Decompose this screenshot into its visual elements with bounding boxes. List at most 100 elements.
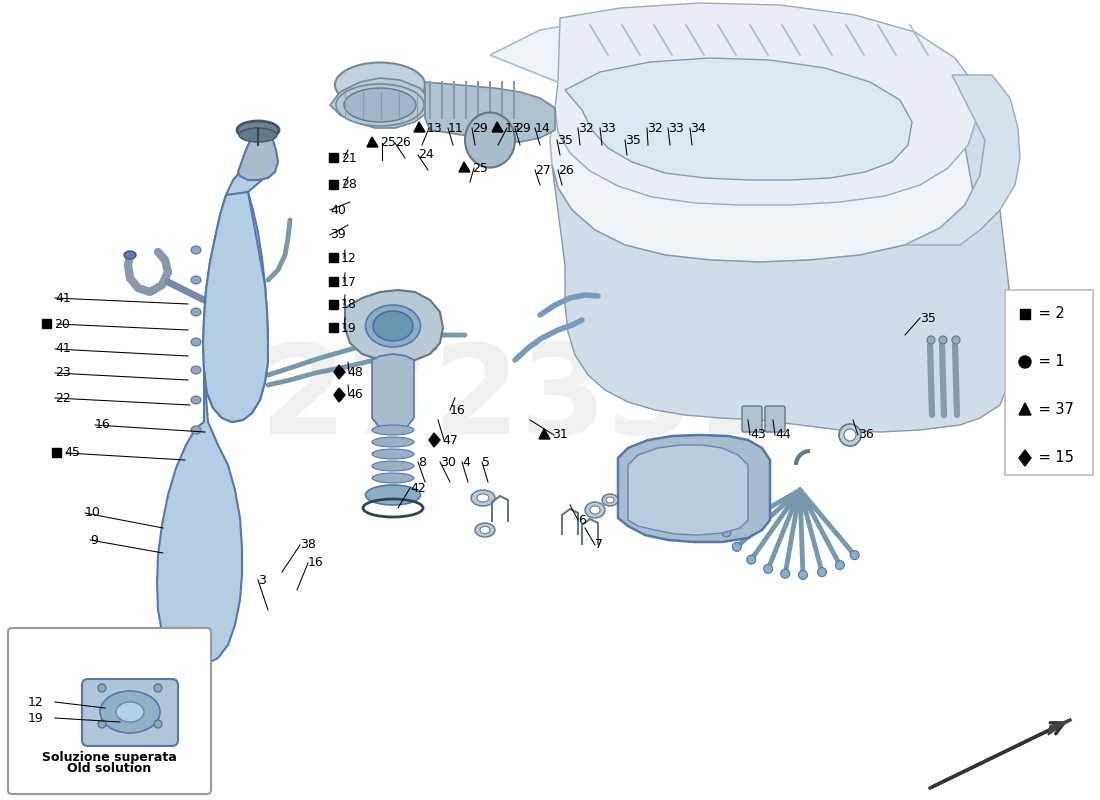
Polygon shape (345, 290, 443, 362)
Circle shape (939, 336, 947, 344)
Text: 6: 6 (578, 514, 586, 526)
Text: 11: 11 (448, 122, 464, 134)
Text: = 1: = 1 (1034, 354, 1065, 370)
Polygon shape (1019, 403, 1031, 415)
Circle shape (733, 542, 741, 551)
Polygon shape (429, 433, 440, 447)
Text: 25: 25 (379, 137, 396, 150)
Circle shape (952, 336, 960, 344)
Text: = 2: = 2 (1034, 306, 1065, 322)
Text: 44: 44 (776, 429, 791, 442)
Text: 13: 13 (427, 122, 442, 134)
Text: 23: 23 (55, 366, 70, 379)
Bar (329, 300, 338, 309)
Circle shape (722, 528, 730, 537)
FancyBboxPatch shape (764, 406, 785, 432)
Bar (329, 323, 338, 332)
Ellipse shape (236, 121, 279, 139)
Polygon shape (330, 78, 430, 128)
Polygon shape (618, 435, 770, 542)
Polygon shape (459, 162, 470, 172)
Ellipse shape (480, 526, 490, 534)
Polygon shape (628, 445, 748, 535)
Text: 29: 29 (472, 122, 487, 134)
Text: 48: 48 (346, 366, 363, 378)
Text: 38: 38 (300, 538, 316, 551)
Text: Soluzione superata: Soluzione superata (42, 750, 177, 763)
Text: 5: 5 (482, 455, 490, 469)
Ellipse shape (372, 461, 414, 471)
Text: 16: 16 (95, 418, 111, 431)
Ellipse shape (191, 366, 201, 374)
Ellipse shape (344, 88, 416, 122)
Text: 26: 26 (558, 163, 574, 177)
Circle shape (747, 555, 756, 564)
Text: 40: 40 (330, 203, 345, 217)
Ellipse shape (585, 502, 605, 518)
Text: 45: 45 (64, 446, 80, 459)
Text: 33: 33 (600, 122, 616, 134)
Ellipse shape (372, 437, 414, 447)
Polygon shape (565, 58, 912, 180)
Text: 34: 34 (690, 122, 706, 134)
Bar (42, 319, 51, 328)
Text: 35: 35 (557, 134, 573, 146)
Text: Old solution: Old solution (67, 762, 152, 774)
Ellipse shape (100, 691, 160, 733)
Ellipse shape (839, 424, 861, 446)
Ellipse shape (116, 702, 144, 722)
Bar (329, 277, 338, 286)
Polygon shape (238, 130, 278, 180)
Ellipse shape (124, 251, 136, 259)
Ellipse shape (606, 497, 614, 503)
Text: 32: 32 (647, 122, 662, 134)
Text: 30: 30 (440, 455, 455, 469)
Polygon shape (367, 137, 378, 147)
Text: 16: 16 (308, 557, 323, 570)
Text: 22: 22 (55, 391, 70, 405)
Bar (1020, 309, 1030, 319)
Text: 20: 20 (54, 318, 70, 330)
Polygon shape (204, 170, 268, 422)
Text: 24: 24 (418, 149, 433, 162)
Text: 35: 35 (920, 311, 936, 325)
Ellipse shape (372, 473, 414, 483)
Text: 31: 31 (552, 429, 568, 442)
Ellipse shape (590, 506, 600, 514)
Polygon shape (492, 122, 503, 132)
Polygon shape (539, 429, 550, 439)
Ellipse shape (191, 426, 201, 434)
Text: 19: 19 (341, 322, 356, 334)
Bar (329, 153, 338, 162)
Polygon shape (425, 82, 556, 142)
Polygon shape (556, 3, 978, 205)
Text: 12: 12 (341, 251, 356, 265)
Text: 14: 14 (535, 122, 551, 134)
Text: 4: 4 (462, 455, 470, 469)
Text: 28: 28 (341, 178, 356, 191)
Circle shape (154, 684, 162, 692)
Polygon shape (552, 75, 1015, 432)
Ellipse shape (844, 429, 856, 441)
Ellipse shape (465, 113, 515, 167)
Circle shape (781, 570, 790, 578)
Polygon shape (414, 122, 425, 132)
Text: 43: 43 (750, 429, 766, 442)
Polygon shape (490, 15, 984, 262)
Text: 7: 7 (595, 538, 603, 551)
Text: 35: 35 (625, 134, 641, 146)
Text: 32: 32 (578, 122, 594, 134)
FancyBboxPatch shape (8, 628, 211, 794)
Text: 18: 18 (341, 298, 356, 311)
Text: 10: 10 (85, 506, 101, 519)
Bar (329, 180, 338, 189)
Circle shape (763, 564, 772, 574)
Text: 272331: 272331 (258, 339, 781, 461)
Polygon shape (1019, 450, 1031, 466)
Circle shape (1019, 356, 1031, 368)
Ellipse shape (477, 494, 490, 502)
Text: 21: 21 (341, 151, 356, 165)
Ellipse shape (475, 523, 495, 537)
FancyBboxPatch shape (1005, 290, 1093, 475)
Text: 16: 16 (450, 403, 465, 417)
